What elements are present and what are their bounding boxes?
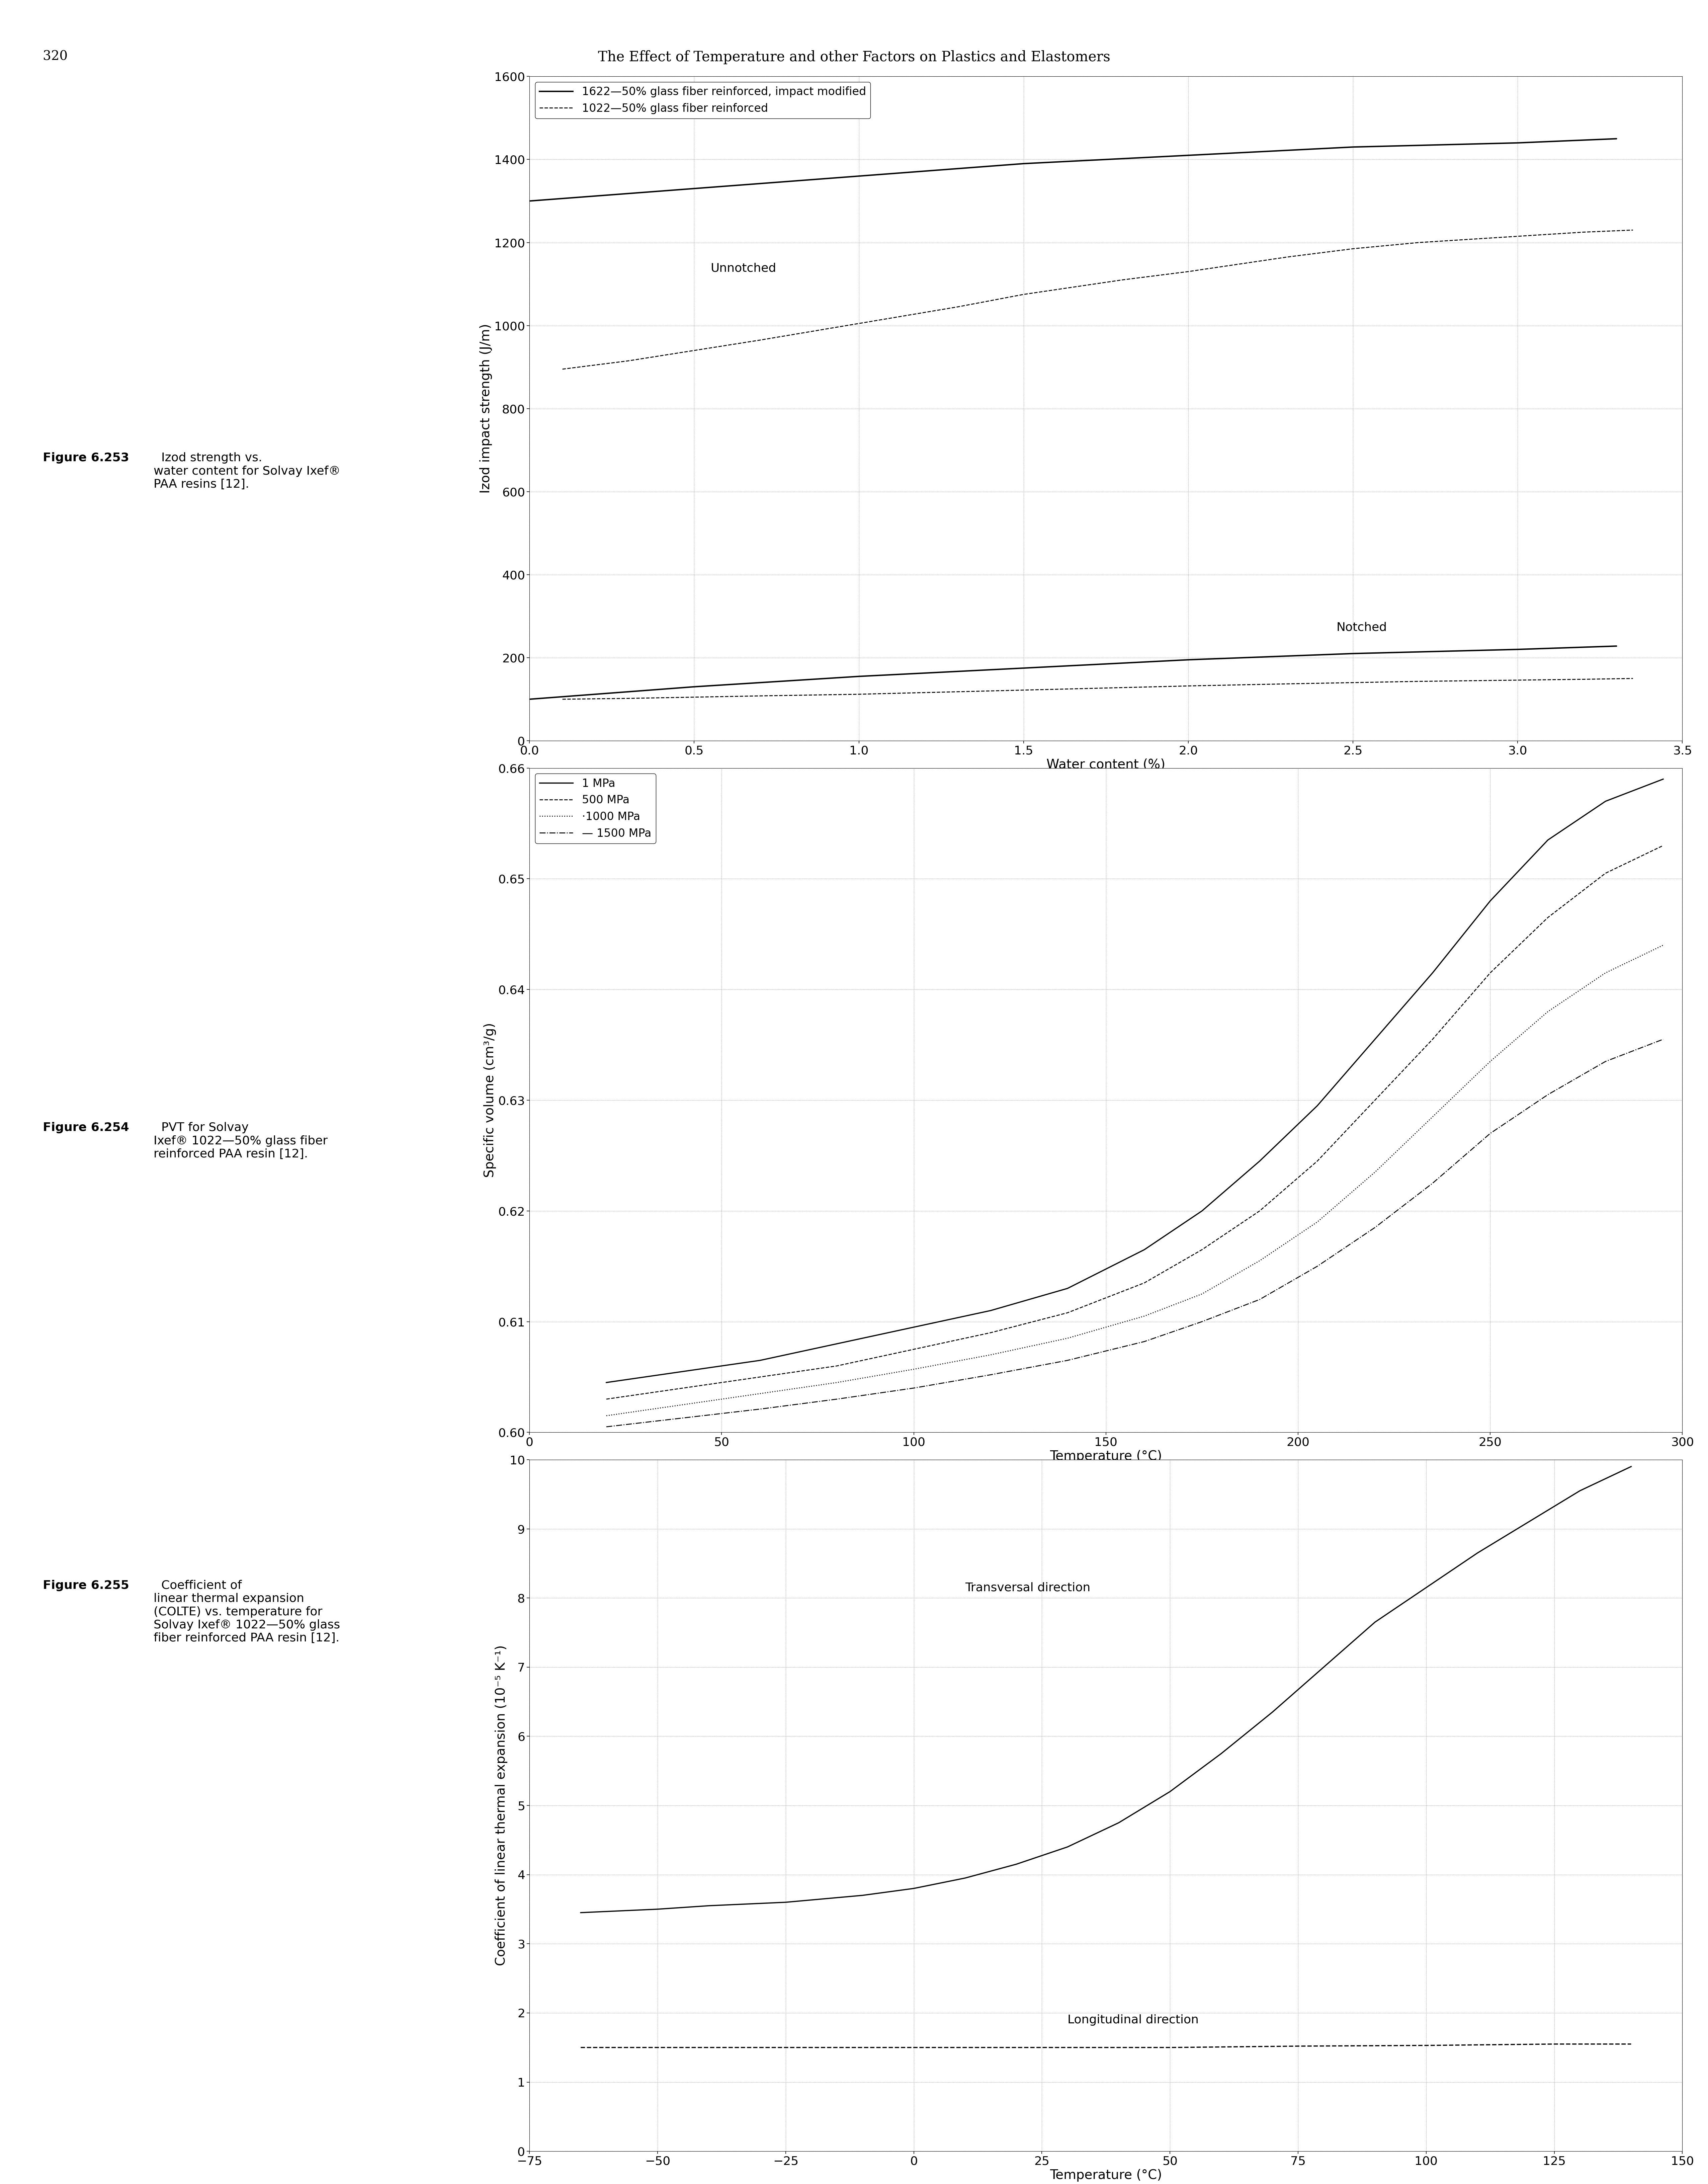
Y-axis label: Coefficient of linear thermal expansion (10⁻⁵ K⁻¹): Coefficient of linear thermal expansion … bbox=[495, 1645, 507, 1966]
Text: Figure 6.255: Figure 6.255 bbox=[43, 1579, 130, 1592]
Text: Longitudinal direction: Longitudinal direction bbox=[1068, 2014, 1199, 2025]
Y-axis label: Izod impact strength (J/m): Izod impact strength (J/m) bbox=[480, 323, 492, 494]
Y-axis label: Specific volume (cm³/g): Specific volume (cm³/g) bbox=[483, 1022, 497, 1177]
Text: Transversal direction: Transversal direction bbox=[965, 1581, 1090, 1594]
Text: Unnotched: Unnotched bbox=[711, 262, 777, 273]
Text: The Effect of Temperature and other Factors on Plastics and Elastomers: The Effect of Temperature and other Fact… bbox=[598, 50, 1110, 63]
Text: 320: 320 bbox=[43, 50, 68, 63]
Text: Izod strength vs.
water content for Solvay Ixef®
PAA resins [12].: Izod strength vs. water content for Solv… bbox=[154, 452, 340, 489]
X-axis label: Water content (%): Water content (%) bbox=[1047, 758, 1165, 771]
Legend: 1 MPa, 500 MPa, ·1000 MPa, — 1500 MPa: 1 MPa, 500 MPa, ·1000 MPa, — 1500 MPa bbox=[535, 773, 656, 843]
X-axis label: Temperature (°C): Temperature (°C) bbox=[1050, 2169, 1161, 2182]
X-axis label: Temperature (°C): Temperature (°C) bbox=[1050, 1450, 1161, 1463]
Legend: 1622—50% glass fiber reinforced, impact modified, 1022—50% glass fiber reinforce: 1622—50% glass fiber reinforced, impact … bbox=[535, 83, 871, 118]
Text: Figure 6.253: Figure 6.253 bbox=[43, 452, 130, 463]
Text: Coefficient of
linear thermal expansion
(COLTE) vs. temperature for
Solvay Ixef®: Coefficient of linear thermal expansion … bbox=[154, 1579, 340, 1645]
Text: Notched: Notched bbox=[1336, 622, 1387, 633]
Text: Figure 6.254: Figure 6.254 bbox=[43, 1123, 130, 1133]
Text: PVT for Solvay
Ixef® 1022—50% glass fiber
reinforced PAA resin [12].: PVT for Solvay Ixef® 1022—50% glass fibe… bbox=[154, 1123, 328, 1160]
